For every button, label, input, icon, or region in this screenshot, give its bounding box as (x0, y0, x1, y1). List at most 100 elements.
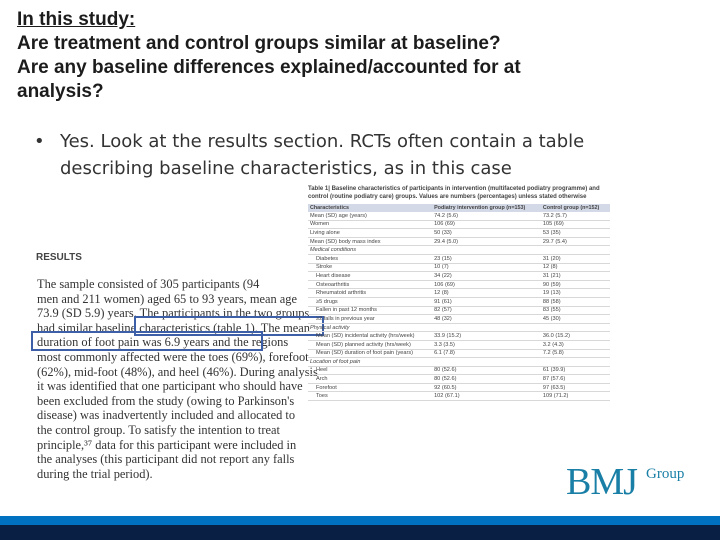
table-row: Stroke 10 (7) 12 (8) (308, 263, 610, 273)
bullet-dot: • (34, 131, 45, 152)
table-row: Fallen in past 12 months 82 (57) 83 (55) (308, 306, 610, 316)
row-label: Fallen in past 12 months (308, 306, 433, 316)
row-label: Mean (SD) age (years) (308, 212, 433, 221)
row-label: ≥2 falls in previous year (308, 314, 433, 324)
cell: 80 (52.6) (432, 374, 541, 384)
row-label: Forefoot (308, 383, 433, 393)
results-line: principle,³⁷ data for this participant w… (37, 437, 297, 452)
row-label: Mean (SD) body mass index (308, 237, 433, 247)
cell: 31 (21) (540, 271, 610, 281)
heading-line: Are any baseline differences explained/a… (17, 57, 521, 78)
cell: 74.2 (5.6) (432, 212, 541, 221)
table-row: Mean (SD) incidental activity (hrs/week)… (308, 331, 610, 341)
table-row: Arch 80 (52.6) 87 (57.6) (308, 374, 610, 384)
bullet: • Yes. Look at the results section. RCTs… (34, 128, 674, 182)
row-label: Osteoarthritis (308, 280, 433, 290)
row-label: Diabetes (308, 254, 433, 264)
table-row: Women 106 (69) 105 (69) (308, 220, 610, 230)
table-row: Medical conditions (308, 245, 610, 255)
cell: 106 (69) (432, 220, 541, 230)
results-line: most commonly affected were the toes (69… (37, 349, 309, 364)
cell: 19 (13) (540, 288, 610, 298)
table-row: Physical activity (308, 323, 610, 333)
table-row: Heart disease 34 (22) 31 (21) (308, 271, 610, 281)
results-line: (62%), mid-foot (48%), and heel (46%). D… (37, 364, 318, 379)
table-caption: Table 1| Baseline characteristics of par… (308, 186, 600, 200)
cell: 12 (8) (540, 263, 610, 273)
cell: 92 (60.5) (432, 383, 541, 393)
table: Characteristics Podiatry intervention gro… (308, 204, 610, 402)
cell: 109 (71.2) (540, 391, 610, 402)
cell: 102 (67.1) (432, 391, 541, 402)
table-row: Location of foot pain (308, 357, 610, 367)
results-line: it was identified that one participant w… (37, 379, 303, 394)
results-excerpt: RESULTS The sample consisted of 305 part… (36, 252, 326, 481)
results-line: duration of foot pain was 6.9 years and … (37, 335, 289, 350)
row-label: Living alone (308, 228, 433, 238)
column-header: Control group (n=152) (540, 204, 610, 212)
results-line: the control group. To satisfy the intent… (37, 422, 280, 437)
cell: 29.7 (5.4) (540, 237, 610, 247)
cell: 29.4 (5.0) (432, 237, 541, 247)
bullet-text: Yes. Look at the results section. RCTs o… (60, 131, 585, 179)
row-label: Toes (308, 391, 433, 402)
table-row: Rheumatoid arthritis 12 (8) 19 (13) (308, 288, 610, 298)
logo-main: BMJ (566, 461, 638, 503)
results-line: disease) was inadvertently included and … (37, 408, 296, 423)
cell: 90 (59) (540, 280, 610, 290)
table-row: Living alone 50 (33) 53 (35) (308, 228, 610, 238)
cell: 53 (35) (540, 228, 610, 238)
table-row: Toes 102 (67.1) 109 (71.2) (308, 391, 610, 402)
cell: 87 (57.6) (540, 374, 610, 384)
results-line: been excluded from the study (owing to P… (37, 393, 295, 408)
table-row: Mean (SD) body mass index 29.4 (5.0) 29.7 … (308, 237, 610, 247)
cell: 106 (69) (432, 280, 541, 290)
results-line: 73.9 (SD 5.9) years. The participants in… (37, 306, 310, 321)
cell: 7.2 (5.8) (540, 349, 610, 359)
cell: 88 (58) (540, 297, 610, 307)
row-label: Heel (308, 366, 433, 376)
cell: 34 (22) (432, 271, 541, 281)
table-row: Osteoarthritis 106 (69) 90 (59) (308, 280, 610, 290)
row-label: Rheumatoid arthritis (308, 288, 433, 298)
results-heading: RESULTS (36, 252, 82, 263)
row-label: Stroke (308, 263, 433, 273)
section-label: Location of foot pain (308, 357, 610, 367)
cell: 33.9 (15.2) (432, 331, 541, 341)
cell: 48 (32) (432, 314, 541, 324)
table-row: Mean (SD) duration of foot pain (years) 6… (308, 349, 610, 359)
table-row: Heel 80 (52.6) 61 (39.9) (308, 366, 610, 376)
cell: 73.2 (5.7) (540, 212, 610, 221)
cell: 50 (33) (432, 228, 541, 238)
logo-sub: Group (646, 466, 685, 482)
cell: 3.3 (3.5) (432, 340, 541, 350)
cell: 12 (8) (432, 288, 541, 298)
table-header-row: Characteristics Podiatry intervention gro… (308, 204, 610, 212)
table-row: Diabetes 23 (15) 31 (20) (308, 254, 610, 264)
results-line: The sample consisted of 305 participants… (37, 277, 260, 291)
cell: 91 (61) (432, 297, 541, 307)
cell: 31 (20) (540, 254, 610, 264)
row-label: Mean (SD) planned activity (hrs/week) (308, 340, 433, 350)
section-label: Medical conditions (308, 245, 610, 255)
row-label: Arch (308, 374, 433, 384)
cell: 45 (30) (540, 314, 610, 324)
table-row: ≥5 drugs 91 (61) 88 (58) (308, 297, 610, 307)
cell: 105 (69) (540, 220, 610, 230)
table-row: Mean (SD) planned activity (hrs/week) 3.3… (308, 340, 610, 350)
heading-line: Are treatment and control groups similar… (17, 33, 501, 54)
cell: 80 (52.6) (432, 366, 541, 376)
column-header: Characteristics (308, 204, 433, 212)
cell: 82 (57) (432, 306, 541, 316)
table-row: ≥2 falls in previous year 48 (32) 45 (30) (308, 314, 610, 324)
baseline-table: Table 1| Baseline characteristics of par… (308, 186, 610, 402)
cell: 3.2 (4.3) (540, 340, 610, 350)
row-label: Heart disease (308, 271, 433, 281)
cell: 36.0 (15.2) (540, 331, 610, 341)
cell: 97 (63.5) (540, 383, 610, 393)
row-label: Women (308, 220, 433, 230)
table-row: Mean (SD) age (years) 74.2 (5.6) 73.2 (5.7… (308, 212, 610, 221)
cell: 23 (15) (432, 254, 541, 264)
cell: 6.1 (7.8) (432, 349, 541, 359)
heading-line: In this study: (17, 9, 136, 30)
